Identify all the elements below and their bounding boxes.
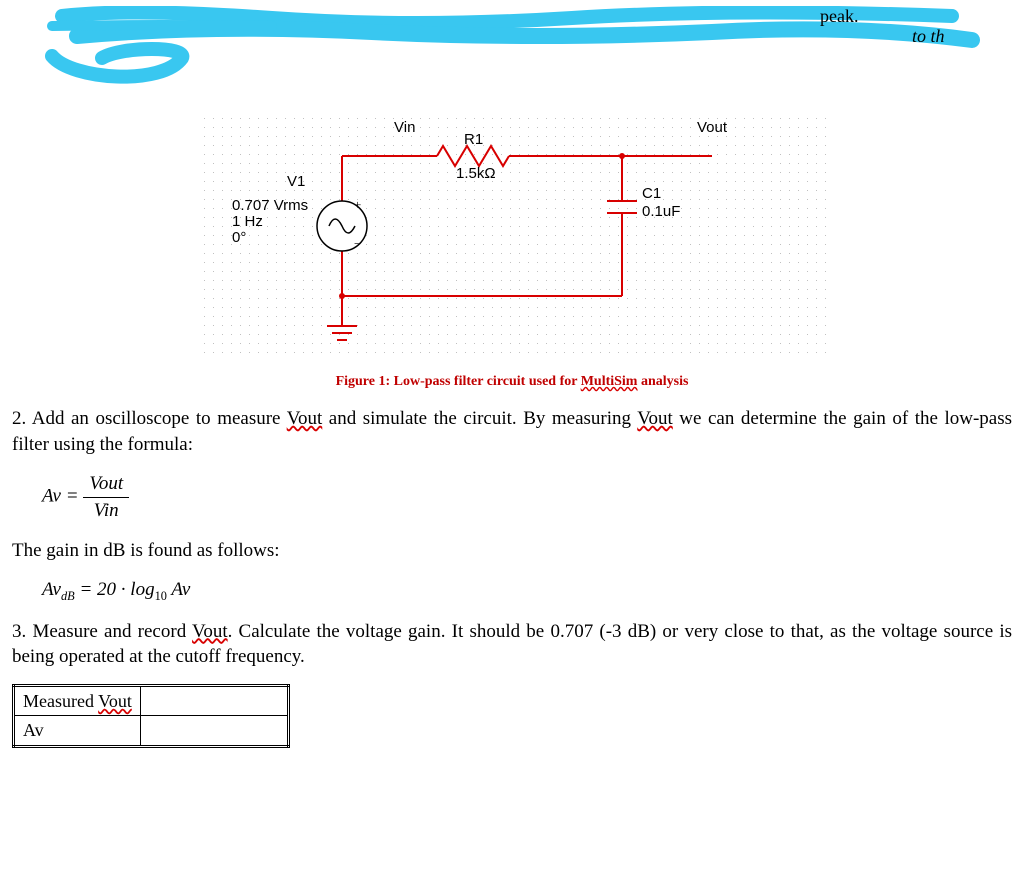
para3-b: . Calculate the voltage gain. It should … bbox=[228, 621, 551, 642]
caption-text2: analysis bbox=[637, 374, 688, 389]
table-row1-value[interactable] bbox=[140, 686, 288, 716]
av-num: Vout bbox=[83, 471, 129, 498]
avdb-tail: Av bbox=[167, 579, 190, 600]
para3-a: 3. Measure and record bbox=[12, 621, 192, 642]
av-den: Vin bbox=[83, 498, 129, 524]
vout-label: Vout bbox=[697, 119, 728, 136]
figure-caption: Figure 1: Low-pass filter circuit used f… bbox=[192, 373, 832, 392]
measured-table: Measured Vout Av bbox=[12, 684, 290, 748]
formula-avdb: AvdB = 20 · log10 Av bbox=[42, 577, 1012, 604]
para3-c: 0.707 (-3 dB) bbox=[550, 621, 656, 642]
caption-prefix: Figure 1: bbox=[336, 374, 394, 389]
para2-a: 2. Add an oscilloscope to measure bbox=[12, 408, 287, 429]
vin-label: Vin bbox=[394, 119, 415, 136]
svg-text:−: − bbox=[354, 236, 361, 251]
para2-b: and simulate the circuit. By measuring bbox=[322, 408, 637, 429]
frag-to-th: to th bbox=[912, 26, 945, 46]
avdb-sub: dB bbox=[61, 589, 75, 603]
avdb-lhs: Av bbox=[42, 579, 61, 600]
v1-vrms: 0.707 Vrms bbox=[232, 197, 308, 214]
v1-freq: 1 Hz bbox=[232, 213, 263, 230]
r1-label: R1 bbox=[464, 131, 483, 148]
avdb-logsub: 10 bbox=[155, 589, 167, 603]
av-lhs: Av = bbox=[42, 486, 79, 507]
circuit-diagram: + − Vin R1 1.5kΩ Vout V1 0.707 Vrms 1 Hz… bbox=[192, 106, 832, 366]
para-2: 2. Add an oscilloscope to measure Vout a… bbox=[12, 406, 1012, 457]
page: peak. to th bbox=[2, 0, 1022, 788]
figure-1: + − Vin R1 1.5kΩ Vout V1 0.707 Vrms 1 Hz… bbox=[192, 106, 832, 393]
row1-text: Measured bbox=[23, 691, 98, 711]
source-v1: + − bbox=[317, 197, 367, 251]
table-row1-label: Measured Vout bbox=[14, 686, 141, 716]
para2-vout1: Vout bbox=[287, 408, 323, 429]
caption-text1: Low-pass filter circuit used for bbox=[394, 374, 581, 389]
gain-db-text: The gain in dB is found as follows: bbox=[12, 538, 1012, 564]
svg-text:+: + bbox=[354, 197, 361, 212]
table-row2-label: Av bbox=[14, 716, 141, 746]
para-3: 3. Measure and record Vout. Calculate th… bbox=[12, 619, 1012, 670]
c1-label: C1 bbox=[642, 185, 661, 202]
r1-value: 1.5kΩ bbox=[456, 165, 496, 182]
caption-multisim: MultiSim bbox=[581, 374, 638, 389]
para3-vout: Vout bbox=[192, 621, 228, 642]
formula-av: Av = Vout Vin bbox=[42, 471, 1012, 523]
v1-label: V1 bbox=[287, 173, 305, 190]
v1-phase: 0° bbox=[232, 229, 246, 246]
c1-value: 0.1uF bbox=[642, 203, 680, 220]
table-row2-value[interactable] bbox=[140, 716, 288, 746]
row1-vout: Vout bbox=[98, 691, 132, 711]
highlighter-scribble: peak. to th bbox=[12, 6, 1012, 88]
avdb-rhs: = 20 · log bbox=[75, 579, 155, 600]
frag-peak: peak. bbox=[820, 6, 858, 26]
para2-vout2: Vout bbox=[637, 408, 673, 429]
